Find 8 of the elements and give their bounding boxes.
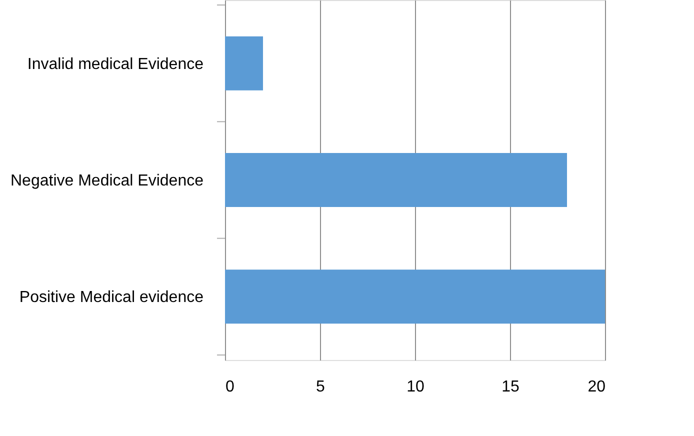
y-tick-label: Positive Medical evidence	[19, 289, 204, 306]
x-tick-label: 20	[588, 378, 606, 396]
x-tick-label: 15	[502, 378, 520, 396]
y-tick-label: Invalid medical Evidence	[27, 56, 204, 73]
x-tick-label: 5	[316, 378, 326, 396]
y-tick-label: Negative Medical Evidence	[10, 172, 204, 190]
x-tick-label: 0	[226, 378, 234, 396]
x-tick-label: 10	[406, 378, 424, 396]
